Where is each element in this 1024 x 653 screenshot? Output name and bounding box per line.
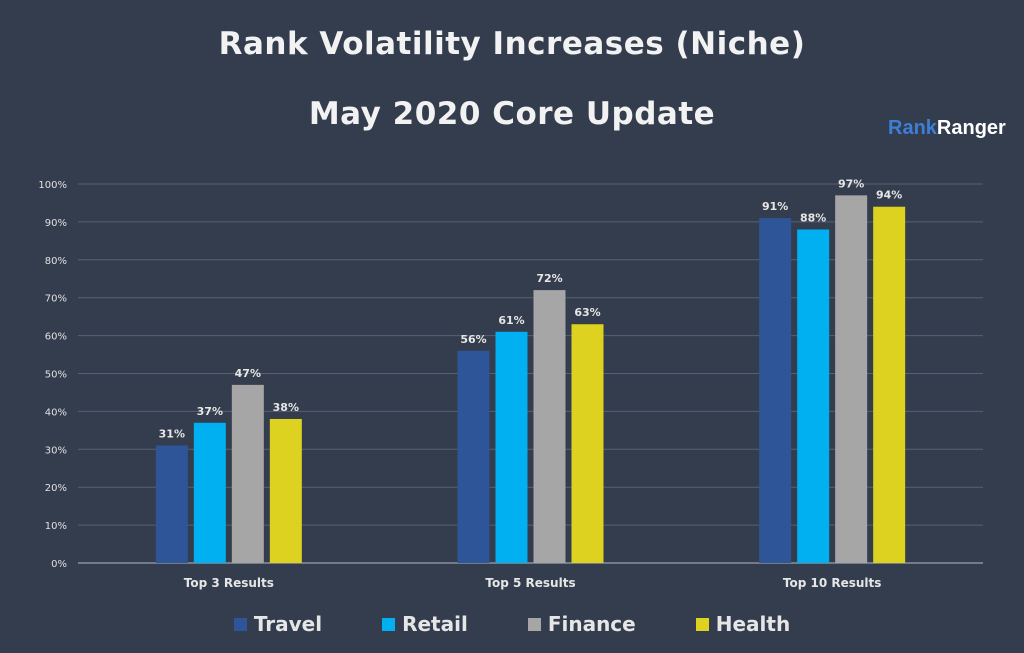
y-tick-label: 40% <box>45 407 67 418</box>
chart-subtitle: May 2020 Core Update <box>308 96 716 132</box>
bar-value-label: 61% <box>498 314 524 327</box>
legend-label-health: Health <box>715 612 791 636</box>
x-tick-label: Top 10 Results <box>783 576 882 590</box>
bar-value-label: 56% <box>460 333 486 346</box>
x-tick-label: Top 5 Results <box>485 576 575 590</box>
bar-value-label: 72% <box>536 272 562 285</box>
bar <box>269 418 302 563</box>
legend-label-retail: Retail <box>402 612 468 636</box>
bar-value-label: 97% <box>838 177 864 190</box>
legend-swatch-retail <box>382 617 396 631</box>
bar <box>457 350 490 563</box>
logo-part-rank: Rank <box>888 117 937 139</box>
y-tick-label: 30% <box>45 445 67 456</box>
y-tick-label: 60% <box>45 332 67 343</box>
y-tick-label: 10% <box>45 521 67 532</box>
bar <box>495 331 528 563</box>
x-tick-label: Top 3 Results <box>184 576 274 590</box>
y-tick-label: 50% <box>45 370 67 381</box>
bar <box>797 229 830 564</box>
y-tick-label: 100% <box>38 180 67 191</box>
bar <box>231 384 264 563</box>
bar <box>155 445 188 563</box>
legend-label-finance: Finance <box>547 612 636 636</box>
bar <box>835 195 868 563</box>
legend-item-retail: Retail <box>382 612 468 636</box>
y-tick-label: 20% <box>45 483 67 494</box>
y-tick-label: 0% <box>51 559 67 570</box>
bar-value-label: 47% <box>235 367 261 380</box>
bar <box>193 422 226 563</box>
y-tick-label: 70% <box>45 294 67 305</box>
bar-value-label: 63% <box>574 306 600 319</box>
y-tick-label: 90% <box>45 218 67 229</box>
bar-value-label: 94% <box>876 189 902 202</box>
legend-item-travel: Travel <box>233 612 323 636</box>
legend-label-travel: Travel <box>253 612 323 636</box>
y-tick-label: 80% <box>45 256 67 267</box>
bar-value-label: 91% <box>762 200 788 213</box>
bar-value-label: 37% <box>197 405 223 418</box>
logo-part-ranger: Ranger <box>936 117 1006 139</box>
legend-item-health: Health <box>695 612 791 636</box>
legend-swatch-travel <box>233 617 247 631</box>
bar-value-label: 88% <box>800 211 826 224</box>
brand-logo: RankRanger <box>888 117 1006 140</box>
legend-swatch-finance <box>527 617 541 631</box>
legend-swatch-health <box>695 617 709 631</box>
bar <box>759 218 792 564</box>
bar <box>873 206 906 564</box>
chart-legend: Travel Retail Finance Health <box>0 612 1024 636</box>
legend-item-finance: Finance <box>527 612 636 636</box>
bar-value-label: 31% <box>159 428 185 441</box>
chart-title: Rank Volatility Increases (Niche) <box>218 26 806 62</box>
bar-value-label: 38% <box>273 401 299 414</box>
bar <box>533 290 566 563</box>
bar-chart: 0% 10% 20% 30% 40% 50% 60% 70% 80% 90% 100% 31% 37% 4… <box>38 177 983 590</box>
bar <box>571 324 604 563</box>
